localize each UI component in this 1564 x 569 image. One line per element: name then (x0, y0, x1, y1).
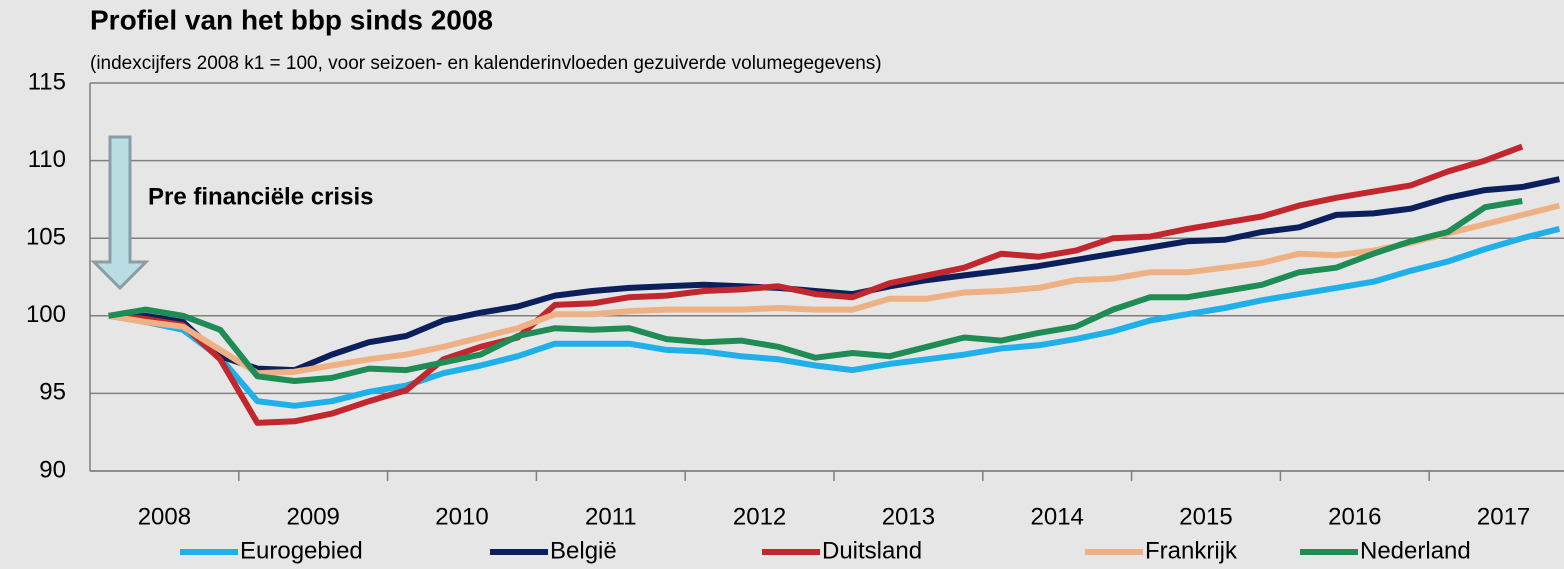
x-tick-label: 2012 (733, 503, 786, 530)
legend-label: België (550, 537, 617, 564)
y-tick-label: 115 (28, 68, 66, 95)
series-line (108, 143, 1524, 426)
legend-label: Eurogebied (240, 537, 363, 564)
legend-label: Frankrijk (1145, 537, 1238, 564)
series-line (108, 198, 1523, 384)
chart-subtitle: (indexcijfers 2008 k1 = 100, voor seizoe… (90, 53, 882, 74)
x-tick-label: 2016 (1328, 503, 1381, 530)
y-tick-label: 100 (26, 301, 66, 328)
y-tick-label: 105 (26, 224, 66, 251)
annotation: Pre financiële crisis (148, 183, 373, 210)
legend-label: Nederland (1360, 537, 1471, 564)
lines (108, 143, 1561, 426)
x-tick-label: 2010 (435, 503, 488, 530)
legend-label: Duitsland (822, 537, 922, 564)
chart-title: Profiel van het bbp sinds 2008 (90, 4, 493, 35)
x-tick-label: 2013 (882, 503, 935, 530)
x-tick-label: 2011 (585, 503, 637, 530)
x-tick-label: 2017 (1477, 503, 1530, 530)
x-tick-label: 2009 (287, 503, 340, 530)
y-tick-label: 110 (28, 146, 66, 173)
y-tick-label: 90 (39, 456, 66, 483)
x-tick-label: 2015 (1179, 503, 1232, 530)
y-tick-label: 95 (39, 379, 66, 406)
series-line (108, 202, 1561, 377)
x-tick-label: 2014 (1031, 503, 1084, 530)
series-line (108, 176, 1561, 374)
series-line (108, 225, 1561, 409)
x-tick-label: 2008 (138, 503, 191, 530)
arrow (90, 135, 150, 291)
grid (90, 82, 1564, 472)
